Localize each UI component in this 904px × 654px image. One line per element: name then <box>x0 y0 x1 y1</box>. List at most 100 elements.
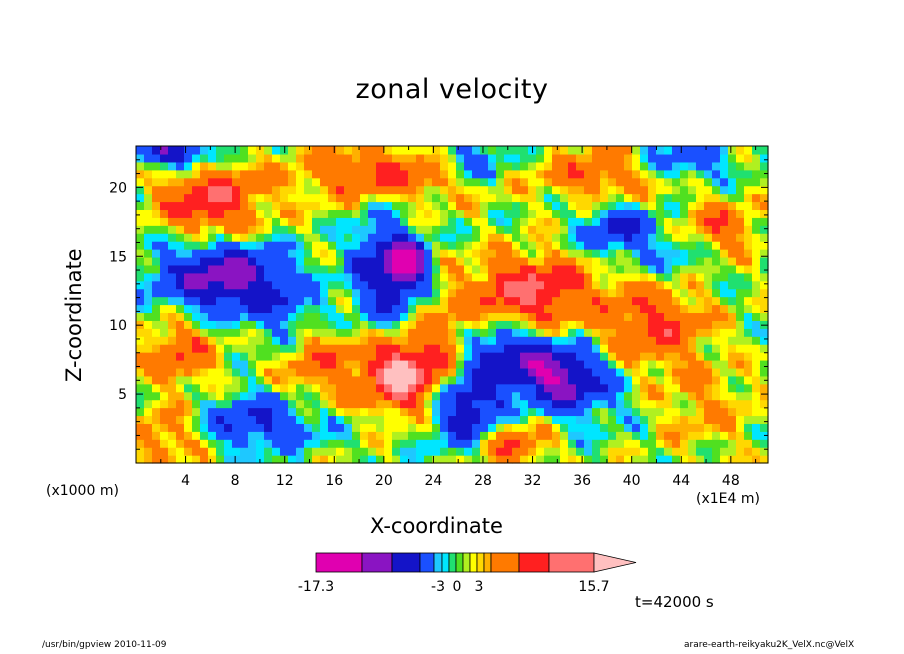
heatmap-cell <box>264 169 273 179</box>
heatmap-cell <box>168 304 177 314</box>
heatmap-cell <box>528 399 537 409</box>
heatmap-cell <box>248 359 257 369</box>
heatmap-cell <box>136 256 145 266</box>
heatmap-cell <box>584 367 593 377</box>
heatmap-cell <box>248 455 257 464</box>
heatmap-cell <box>328 391 337 401</box>
heatmap-cell <box>648 296 657 306</box>
heatmap-cell <box>464 161 473 171</box>
heatmap-cell <box>424 256 433 266</box>
heatmap-cell <box>296 320 305 329</box>
heatmap-cell <box>632 391 641 401</box>
heatmap-cell <box>160 185 169 195</box>
heatmap-cell <box>728 288 737 298</box>
heatmap-cell <box>264 153 273 163</box>
heatmap-cell <box>288 146 297 155</box>
heatmap-cell <box>256 264 265 274</box>
heatmap-cell <box>392 280 401 290</box>
heatmap-cell <box>704 146 713 155</box>
heatmap-cell <box>440 153 449 163</box>
heatmap-cell <box>152 288 161 298</box>
heatmap-cell <box>464 312 473 321</box>
heatmap-cell <box>480 233 489 242</box>
heatmap-cell <box>424 153 433 163</box>
heatmap-cell <box>304 296 313 306</box>
heatmap-cell <box>448 407 457 417</box>
heatmap-cell <box>376 336 385 345</box>
heatmap-cell <box>720 217 729 226</box>
heatmap-cell <box>600 264 609 274</box>
heatmap-cell <box>336 336 345 345</box>
heatmap-cell <box>760 288 769 298</box>
heatmap-cell <box>240 352 249 361</box>
heatmap-cell <box>232 304 241 314</box>
heatmap-cell <box>504 185 513 195</box>
heatmap-cell <box>704 249 713 258</box>
heatmap-cell <box>648 177 657 187</box>
heatmap-cell <box>704 383 713 393</box>
heatmap-cell <box>416 241 425 250</box>
heatmap-cell <box>144 169 153 179</box>
heatmap-cell <box>632 272 641 282</box>
heatmap-cell <box>432 367 441 377</box>
heatmap-cell <box>520 407 529 417</box>
heatmap-cell <box>504 399 513 409</box>
heatmap-cell <box>376 280 385 290</box>
heatmap-cell <box>552 304 561 314</box>
heatmap-cell <box>288 256 297 266</box>
heatmap-cell <box>648 193 657 203</box>
heatmap-cell <box>272 256 281 266</box>
heatmap-cell <box>640 375 649 385</box>
heatmap-cell <box>744 352 753 361</box>
heatmap-cell <box>152 185 161 195</box>
heatmap-cell <box>648 288 657 298</box>
heatmap-cell <box>576 264 585 274</box>
heatmap-cell <box>720 272 729 282</box>
heatmap-cell <box>152 233 161 242</box>
heatmap-cell <box>672 344 681 353</box>
heatmap-cell <box>504 407 513 417</box>
heatmap-cell <box>464 383 473 393</box>
heatmap-cell <box>400 185 409 195</box>
heatmap-cell <box>576 352 585 361</box>
heatmap-cell <box>408 447 417 456</box>
heatmap-cell <box>440 288 449 298</box>
heatmap-cell <box>744 359 753 369</box>
heatmap-cell <box>536 328 545 337</box>
heatmap-cell <box>280 447 289 456</box>
heatmap-cell <box>488 391 497 401</box>
heatmap-cell <box>576 423 585 432</box>
heatmap-cell <box>632 169 641 179</box>
heatmap-cell <box>544 249 553 258</box>
heatmap-cell <box>488 352 497 361</box>
heatmap-cell <box>736 153 745 163</box>
heatmap-cell <box>568 241 577 250</box>
heatmap-cell <box>488 383 497 393</box>
heatmap-cell <box>376 328 385 337</box>
heatmap-cell <box>568 209 577 218</box>
heatmap-cell <box>176 375 185 385</box>
heatmap-cell <box>176 201 185 211</box>
heatmap-cell <box>344 344 353 353</box>
heatmap-cell <box>456 169 465 179</box>
heatmap-cell <box>312 415 321 424</box>
heatmap-cell <box>512 169 521 179</box>
heatmap-cell <box>352 383 361 393</box>
heatmap-cell <box>456 177 465 187</box>
heatmap-cell <box>440 280 449 290</box>
heatmap-cell <box>688 185 697 195</box>
heatmap-cell <box>720 233 729 242</box>
heatmap-cell <box>264 201 273 211</box>
heatmap-cell <box>256 304 265 314</box>
heatmap-cell <box>360 272 369 282</box>
heatmap-cell <box>744 391 753 401</box>
heatmap-cell <box>344 336 353 345</box>
heatmap-cell <box>576 272 585 282</box>
heatmap-cell <box>640 344 649 353</box>
heatmap-cell <box>632 344 641 353</box>
heatmap-cell <box>136 177 145 187</box>
heatmap-cell <box>376 233 385 242</box>
heatmap-cell <box>456 352 465 361</box>
colorbar-segment <box>490 552 520 573</box>
heatmap-cell <box>368 201 377 211</box>
